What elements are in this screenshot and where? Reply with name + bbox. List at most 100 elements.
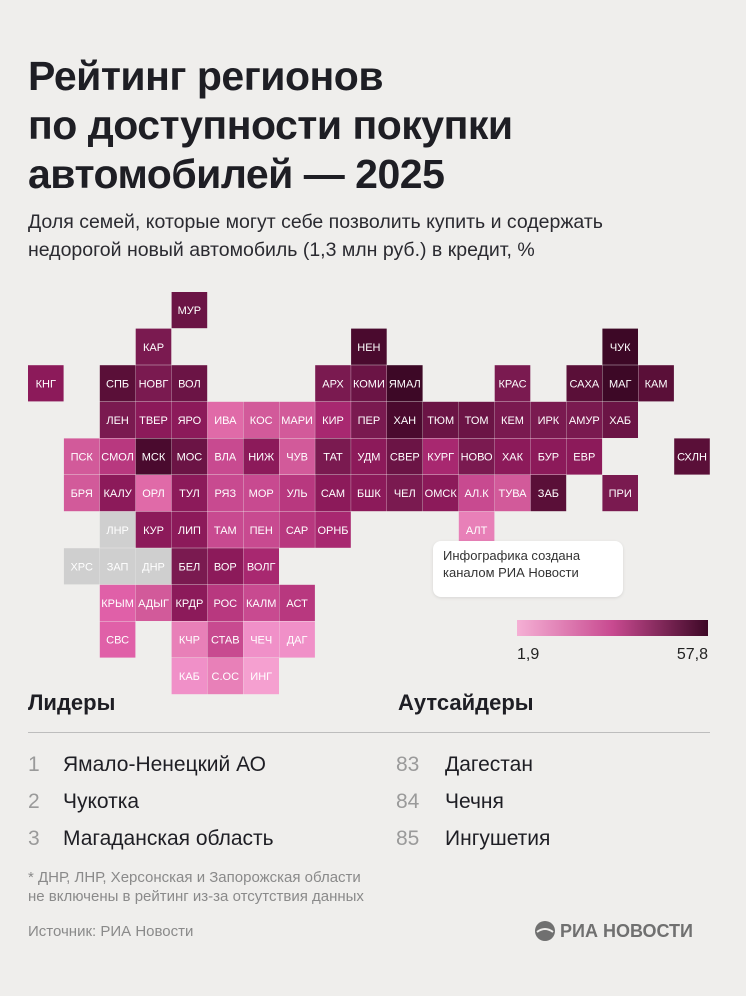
region-label: НЕН [357, 342, 380, 354]
region-tile [422, 401, 459, 438]
region-tile [63, 548, 100, 585]
subtitle-line: недорогой новый автомобиль (1,3 млн руб.… [28, 239, 535, 261]
region-label: КУРГ [427, 452, 454, 464]
region-label: КАЛМ [246, 598, 276, 610]
region-tile [315, 401, 351, 438]
region-label: ИНГ [250, 671, 272, 683]
region-tile [279, 401, 315, 438]
region-tile [99, 511, 136, 548]
region-label: КРАС [498, 378, 526, 390]
region-label: РЯЗ [214, 488, 236, 500]
region-tile [387, 365, 423, 402]
region-label: ТУЛ [179, 488, 200, 500]
region-label: ОМСК [425, 488, 458, 500]
region-tile [351, 438, 387, 475]
region-label: БЕЛ [179, 561, 201, 573]
title-line: автомобилей — 2025 [28, 151, 445, 197]
source: Источник: РИА Новости [28, 923, 194, 940]
region-label: МАГ [609, 378, 632, 390]
region-tile [135, 548, 172, 585]
region-label: БУР [538, 452, 559, 464]
region-label: ЧЕЧ [250, 635, 272, 647]
region-label: АРХ [322, 378, 344, 390]
region-label: ТВЕР [139, 415, 168, 427]
region-tile [387, 401, 423, 438]
region-tile [602, 475, 638, 512]
region-label: САМ [321, 488, 345, 500]
region-tile [351, 365, 387, 402]
region-label: ВОЛГ [247, 561, 276, 573]
region-name: Магаданская область [63, 827, 274, 850]
region-label: ПЕН [250, 525, 273, 537]
region-name: Ингушетия [445, 827, 551, 850]
region-tile [243, 621, 279, 658]
rank: 2 [28, 790, 40, 813]
region-tile [99, 621, 136, 658]
region-tile [602, 365, 638, 402]
region-tile [243, 584, 279, 621]
region-tile [171, 438, 208, 475]
note-box: Инфографика создана каналом РИА Новости [433, 541, 623, 597]
footnote-line: * ДНР, ЛНР, Херсонская и Запорожская обл… [28, 869, 361, 886]
region-tile [315, 475, 351, 512]
region-tile [207, 584, 244, 621]
region-name: Чечня [445, 790, 504, 813]
region-label: ХАН [393, 415, 416, 427]
region-label: ИВА [214, 415, 237, 427]
region-tile [28, 365, 64, 402]
region-label: ПЕР [358, 415, 381, 427]
region-label: КАБ [179, 671, 200, 683]
region-label: МАРИ [281, 415, 313, 427]
region-tile [387, 475, 423, 512]
region-label: АЛ.К [464, 488, 489, 500]
subtitle: Доля семей, которые могут себе позволить… [28, 208, 603, 264]
region-label: МСК [142, 452, 166, 464]
region-label: ВЛА [214, 452, 236, 464]
region-label: МОР [249, 488, 274, 500]
rank: 3 [28, 827, 40, 850]
region-tile [99, 438, 136, 475]
region-tile [99, 584, 136, 621]
legend-min: 1,9 [517, 646, 540, 663]
region-label: ТАМ [214, 525, 237, 537]
region-tile [207, 548, 244, 585]
region-tile [279, 584, 315, 621]
region-label: РОС [213, 598, 237, 610]
region-label: С.ОС [212, 671, 240, 683]
region-label: НОВГ [139, 378, 169, 390]
region-tile [279, 511, 315, 548]
region-label: СХЛН [677, 452, 707, 464]
logo: РИА НОВОСТИ [534, 920, 693, 942]
region-label: ОРЛ [142, 488, 165, 500]
region-label: ЧЕЛ [394, 488, 416, 500]
region-label: МОС [177, 452, 203, 464]
region-label: ЛЕН [106, 415, 129, 427]
region-label: ХАК [502, 452, 524, 464]
footnote-line: не включены в рейтинг из-за отсутствия д… [28, 888, 364, 905]
region-tile [602, 328, 638, 365]
region-tile [99, 365, 136, 402]
region-label: СВЕР [390, 452, 420, 464]
region-tile [135, 438, 172, 475]
rank: 83 [396, 753, 420, 776]
region-tile [243, 511, 279, 548]
region-label: АМУР [569, 415, 600, 427]
leaders-heading: Лидеры [28, 690, 116, 715]
region-label: АЛТ [466, 525, 488, 537]
title-line: по доступности покупки [28, 102, 513, 148]
region-label: БШК [357, 488, 381, 500]
region-label: ЛНР [106, 525, 129, 537]
region-label: ИРК [538, 415, 560, 427]
note-line: каналом РИА Новости [443, 565, 579, 580]
region-label: ХАБ [609, 415, 631, 427]
region-tile [171, 475, 208, 512]
region-tile [279, 438, 315, 475]
region-tile [566, 365, 603, 402]
region-label: АСТ [286, 598, 308, 610]
region-label: ВОЛ [178, 378, 201, 390]
region-tile [351, 475, 387, 512]
logo-icon [535, 921, 555, 941]
region-label: КУР [143, 525, 164, 537]
region-tile [171, 401, 208, 438]
